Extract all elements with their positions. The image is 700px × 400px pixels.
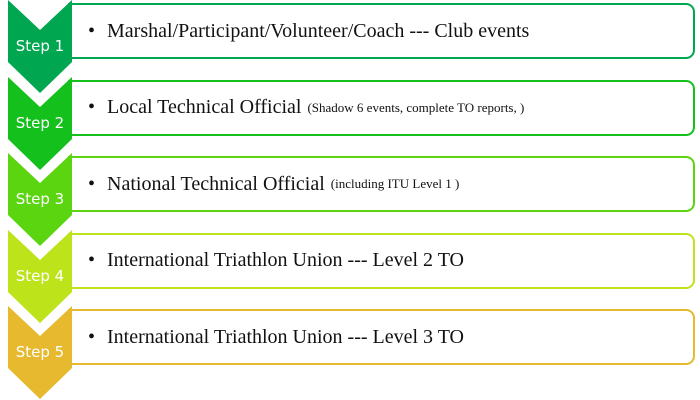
bullet-icon: • [88, 19, 96, 42]
chevron-arrow-icon [8, 0, 72, 93]
chevron-arrow-icon [8, 229, 72, 323]
chevron-arrow-icon [8, 153, 72, 246]
step-text: National Technical Official [107, 172, 325, 195]
bullet-icon: • [88, 172, 96, 195]
step-description-box: • International Triathlon Union --- Leve… [68, 309, 695, 365]
step-note: (including ITU Level 1 ) [330, 176, 460, 191]
step-label: Step 4 [15, 266, 65, 285]
step-description-box: • International Triathlon Union --- Leve… [68, 232, 695, 289]
step-text: Marshal/Participant/Volunteer/Coach --- … [107, 19, 530, 42]
step-label: Step 3 [15, 190, 65, 208]
step-note: (Shadow 6 events, complete TO reports, ) [307, 99, 525, 115]
chevron-arrow-icon [8, 76, 72, 170]
chevron-arrow-icon [8, 306, 72, 399]
step-description-box: • Marshal/Participant/Volunteer/Coach --… [68, 3, 695, 59]
step-description-box: • Local Technical Official (Shadow 6 eve… [68, 79, 695, 136]
bullet-icon: • [88, 96, 96, 118]
step-text: International Triathlon Union --- Level … [107, 325, 464, 348]
bullet-icon: • [88, 325, 96, 348]
step-text: Local Technical Official [107, 96, 302, 118]
step-text: International Triathlon Union --- Level … [107, 249, 464, 271]
step-label: Step 5 [15, 343, 65, 361]
step-description-box: • National Technical Official (including… [68, 156, 695, 212]
bullet-icon: • [88, 249, 96, 271]
step-label: Step 2 [15, 113, 65, 132]
step-label: Step 1 [15, 37, 65, 55]
